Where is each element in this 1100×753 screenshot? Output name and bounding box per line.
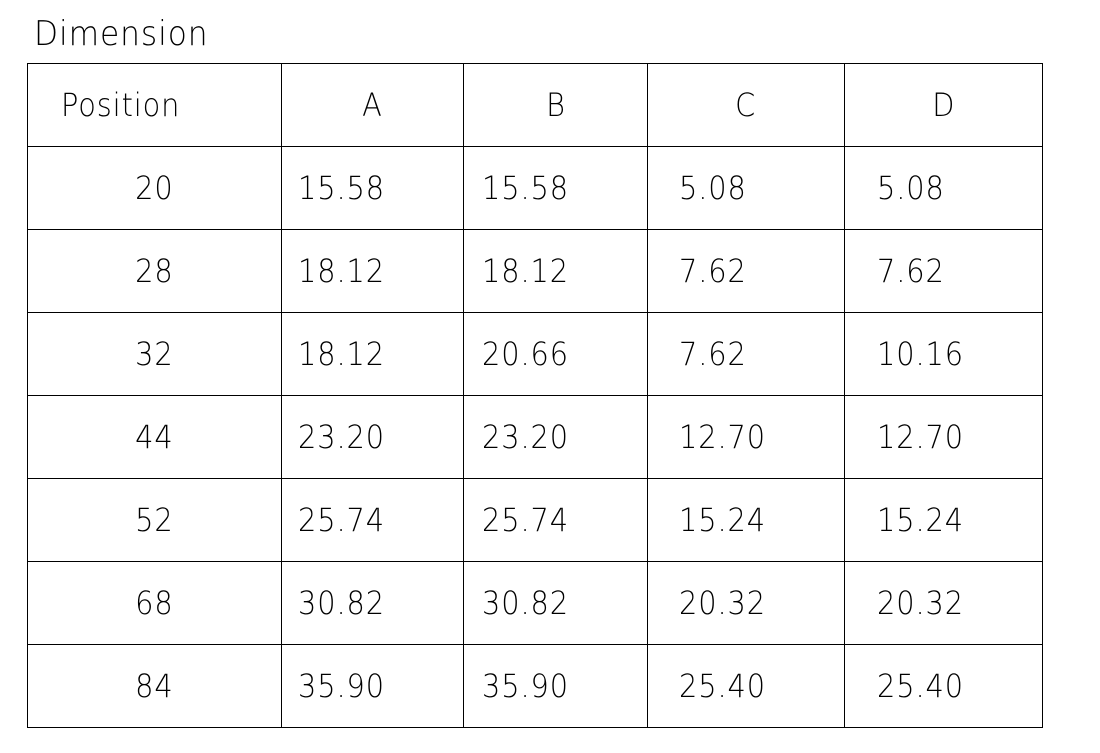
cell-c: 5.08 <box>647 146 845 230</box>
cell-c: 12.70 <box>647 395 845 479</box>
cell-position: 44 <box>27 395 282 479</box>
cell-b: 35.90 <box>463 644 648 728</box>
header-cell-a: A <box>281 63 464 147</box>
cell-position: 32 <box>27 312 282 396</box>
cell-position: 84 <box>27 644 282 728</box>
cell-c: 15.24 <box>647 478 845 562</box>
cell-d: 12.70 <box>844 395 1043 479</box>
cell-d: 25.40 <box>844 644 1043 728</box>
table-title: Dimension <box>34 14 209 54</box>
cell-d: 15.24 <box>844 478 1043 562</box>
cell-a: 18.12 <box>281 229 464 313</box>
cell-c: 7.62 <box>647 312 845 396</box>
cell-d: 20.32 <box>844 561 1043 645</box>
cell-d: 7.62 <box>844 229 1043 313</box>
cell-a: 18.12 <box>281 312 464 396</box>
cell-position: 52 <box>27 478 282 562</box>
table-row: 20 15.58 15.58 5.08 5.08 <box>27 146 1043 230</box>
cell-position: 68 <box>27 561 282 645</box>
cell-c: 25.40 <box>647 644 845 728</box>
cell-a: 30.82 <box>281 561 464 645</box>
cell-c: 7.62 <box>647 229 845 313</box>
cell-b: 25.74 <box>463 478 648 562</box>
cell-c: 20.32 <box>647 561 845 645</box>
table-row: 32 18.12 20.66 7.62 10.16 <box>27 312 1043 396</box>
table-row: 44 23.20 23.20 12.70 12.70 <box>27 395 1043 479</box>
cell-d: 10.16 <box>844 312 1043 396</box>
header-cell-d: D <box>844 63 1043 147</box>
cell-b: 30.82 <box>463 561 648 645</box>
cell-position: 20 <box>27 146 282 230</box>
table-row: 84 35.90 35.90 25.40 25.40 <box>27 644 1043 728</box>
cell-position: 28 <box>27 229 282 313</box>
cell-b: 18.12 <box>463 229 648 313</box>
cell-a: 35.90 <box>281 644 464 728</box>
cell-b: 20.66 <box>463 312 648 396</box>
table-row: 28 18.12 18.12 7.62 7.62 <box>27 229 1043 313</box>
table-row: 68 30.82 30.82 20.32 20.32 <box>27 561 1043 645</box>
header-cell-position: Position <box>27 63 282 147</box>
header-cell-b: B <box>463 63 648 147</box>
dimension-table: Position A B C D 20 15.58 15.58 5.08 5.0… <box>27 63 1043 728</box>
cell-b: 15.58 <box>463 146 648 230</box>
cell-a: 25.74 <box>281 478 464 562</box>
cell-a: 15.58 <box>281 146 464 230</box>
header-row: Position A B C D <box>27 63 1043 147</box>
cell-d: 5.08 <box>844 146 1043 230</box>
cell-b: 23.20 <box>463 395 648 479</box>
header-cell-c: C <box>647 63 845 147</box>
table-row: 52 25.74 25.74 15.24 15.24 <box>27 478 1043 562</box>
cell-a: 23.20 <box>281 395 464 479</box>
